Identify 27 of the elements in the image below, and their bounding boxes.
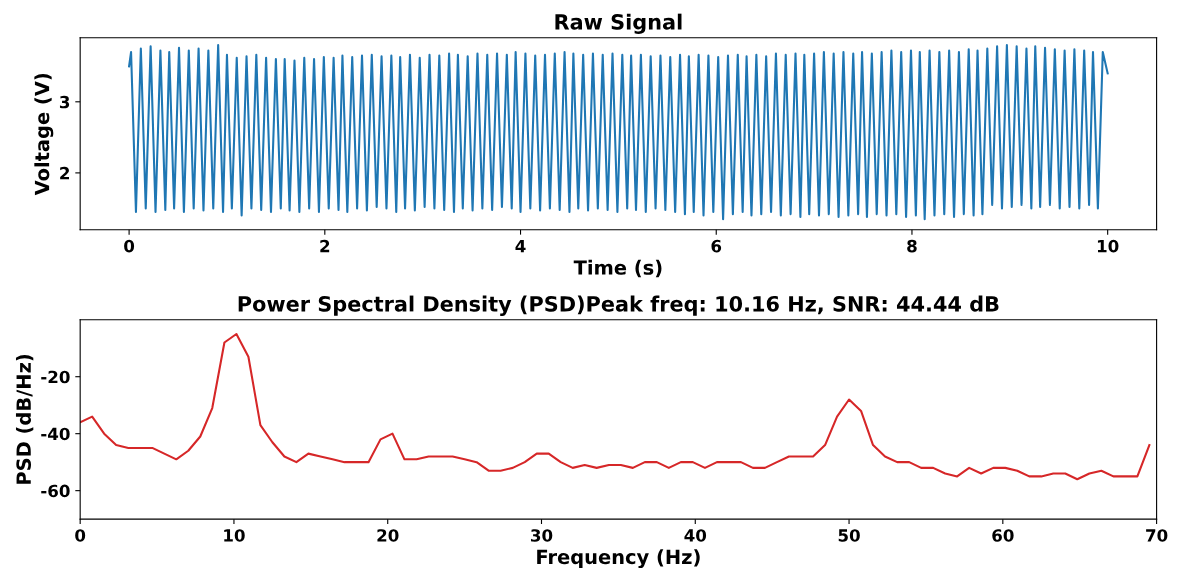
y-axis-title: Voltage (V) bbox=[34, 73, 54, 196]
y-axis-title: PSD (dB/Hz) bbox=[15, 354, 34, 484]
line-series bbox=[128, 43, 1109, 221]
x-tick-label: 70 bbox=[1146, 529, 1168, 542]
x-tick-label: 40 bbox=[684, 529, 707, 542]
x-tick-label: 30 bbox=[531, 529, 553, 542]
line-series bbox=[80, 332, 1151, 481]
x-tick-label: 10 bbox=[1097, 239, 1119, 253]
x-tick-label: 0 bbox=[75, 529, 86, 542]
x-tick-label: 2 bbox=[320, 239, 330, 253]
x-tick-label: 60 bbox=[992, 529, 1014, 542]
x-tick-label: 10 bbox=[224, 529, 245, 542]
y-tick-label: 3 bbox=[59, 95, 70, 109]
x-tick-label: 20 bbox=[377, 529, 399, 542]
y-tick-label: -60 bbox=[41, 484, 70, 498]
y-tick-label: -40 bbox=[41, 427, 70, 441]
chart-title: Raw Signal bbox=[555, 13, 682, 34]
y-tick-label: -20 bbox=[41, 370, 70, 384]
chart-title: Power Spectral Density (PSD)Peak freq: 10.16 Hz, SNR: 44.44 dB bbox=[238, 295, 999, 316]
x-axis-title: Time (s) bbox=[573, 259, 662, 278]
x-axis-title: Frequency (Hz) bbox=[537, 549, 700, 569]
y-tick-label: 2 bbox=[60, 166, 69, 180]
x-tick-label: 0 bbox=[124, 239, 135, 253]
x-tick-label: 50 bbox=[838, 529, 860, 542]
x-tick-label: 4 bbox=[515, 240, 526, 253]
x-tick-label: 6 bbox=[711, 239, 722, 253]
x-tick-label: 8 bbox=[907, 239, 917, 253]
